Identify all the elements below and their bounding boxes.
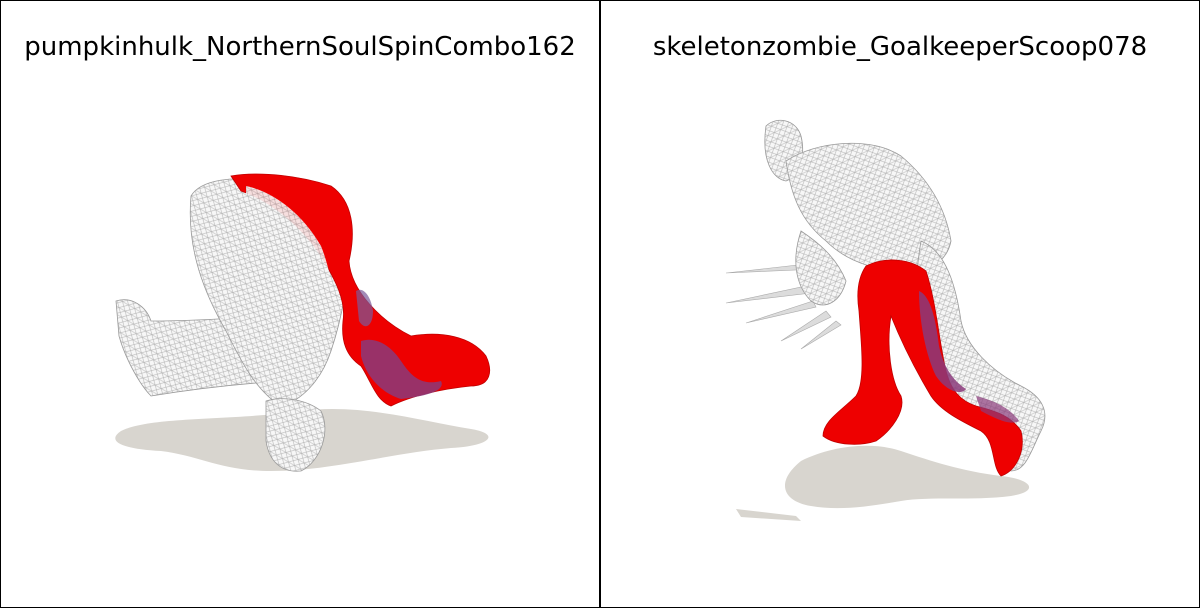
- claw: [745, 300, 817, 324]
- panel-title: skeletonzombie_GoalkeeperScoop078: [652, 32, 1148, 62]
- render-panel-left: pumpkinhulk_NorthernSoulSpinCombo162: [1, 1, 599, 607]
- purple-patch: [919, 291, 966, 393]
- panel-divider: [599, 0, 601, 608]
- mesh-overlay: [246, 186, 333, 331]
- mesh-render-left: [115, 173, 491, 472]
- purple-patch: [976, 396, 1019, 423]
- claw: [725, 285, 812, 304]
- ground-shadow: [784, 445, 1030, 509]
- claw: [780, 310, 832, 342]
- ground-shadow: [736, 509, 801, 521]
- panel-title: pumpkinhulk_NorthernSoulSpinCombo162: [24, 32, 576, 62]
- mesh-arm: [795, 230, 847, 306]
- purple-patch: [356, 289, 373, 327]
- render-panel-right: skeletonzombie_GoalkeeperScoop078: [601, 1, 1199, 607]
- purple-patch: [361, 339, 442, 399]
- red-mesh: [230, 173, 491, 407]
- mesh-render-right: [725, 119, 1046, 521]
- mesh-arm: [265, 398, 326, 472]
- claw: [800, 320, 842, 350]
